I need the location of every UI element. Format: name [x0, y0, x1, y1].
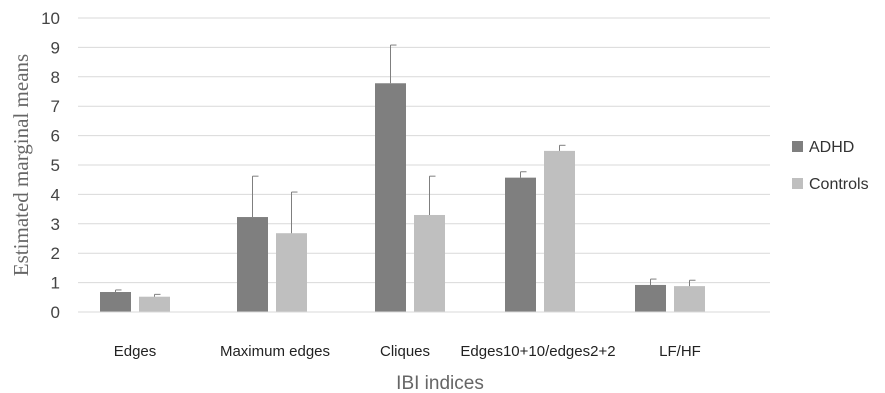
bar [414, 214, 445, 312]
y-tick-label: 5 [51, 156, 60, 175]
legend-swatch [792, 141, 803, 152]
bar [635, 284, 666, 312]
x-tick-label: Edges10+10/edges2+2 [460, 343, 615, 360]
y-axis-label: Estimated marginal means [9, 54, 33, 276]
x-tick-label: Cliques [380, 343, 430, 360]
x-tick-label: Maximum edges [220, 343, 330, 360]
y-tick-label: 10 [41, 9, 60, 28]
bar [674, 286, 705, 312]
bar [139, 296, 170, 312]
bar [505, 177, 536, 312]
y-tick-label: 1 [51, 274, 60, 293]
x-tick-label: Edges [114, 343, 157, 360]
y-axis-ticks: 0 1 2 3 4 5 6 7 8 9 10 [41, 9, 60, 322]
y-tick-label: 9 [51, 38, 60, 57]
y-tick-label: 8 [51, 68, 60, 87]
y-tick-label: 4 [51, 185, 60, 204]
legend-label: Controls [809, 176, 869, 193]
y-tick-label: 3 [51, 215, 60, 234]
y-tick-label: 6 [51, 127, 60, 146]
x-tick-label: LF/HF [659, 343, 701, 360]
bar [544, 150, 575, 312]
bar [100, 292, 131, 312]
bar [276, 233, 307, 312]
legend-label: ADHD [809, 139, 854, 156]
bars [100, 83, 705, 312]
legend: ADHD Controls [792, 139, 869, 193]
legend-swatch [792, 178, 803, 189]
bar [237, 217, 268, 312]
y-tick-label: 0 [51, 303, 60, 322]
y-tick-label: 2 [51, 244, 60, 263]
error-bars [115, 44, 696, 297]
gridlines [78, 17, 770, 284]
x-axis-categories: Edges Maximum edges Cliques Edges10+10/edge… [114, 343, 701, 360]
bar [375, 83, 406, 312]
x-axis-label: IBI indices [396, 373, 484, 393]
y-tick-label: 7 [51, 97, 60, 116]
